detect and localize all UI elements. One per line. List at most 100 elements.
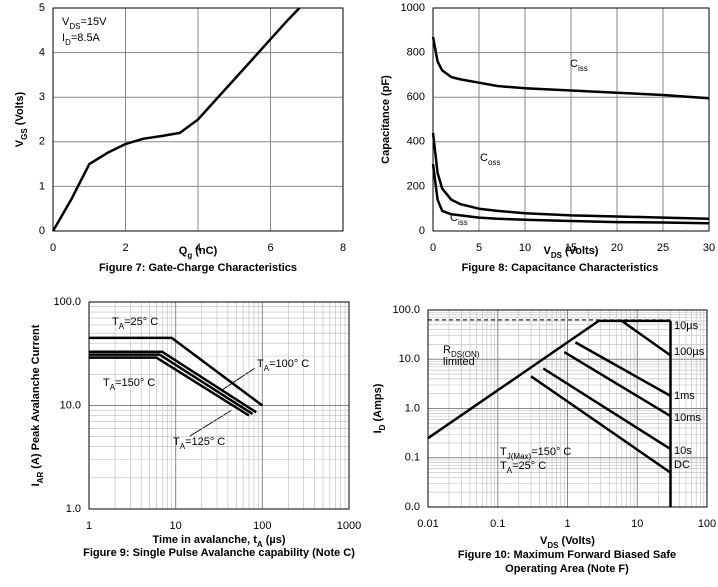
annotation-part: =15V — [80, 16, 107, 28]
y-tick-label: 100.0 — [392, 304, 420, 316]
x-axis-label: Qg (nC) — [179, 245, 218, 260]
series-label: TA=150° C — [103, 377, 155, 392]
y-tick-label: 1000 — [401, 2, 425, 14]
series-label: Ciss — [450, 212, 468, 227]
chart-title: Figure 9: Single Pulse Avalanche capabil… — [83, 547, 355, 559]
x-tick-label: 1 — [86, 520, 92, 532]
series-label: Coss — [480, 152, 500, 167]
pointer — [189, 409, 233, 437]
series-label-part: A — [110, 383, 116, 392]
y-tick-label: 10.0 — [399, 353, 420, 365]
x-tick-label: 10 — [631, 518, 643, 530]
series-line — [621, 319, 672, 357]
x-tick-label: 15 — [565, 242, 577, 254]
annotation: limited — [443, 356, 475, 368]
series-label-part: A — [119, 322, 125, 331]
series-line — [542, 367, 672, 451]
series-label-part: =150° C — [115, 377, 155, 389]
y-axis-label-part: AR — [36, 472, 45, 484]
x-axis-label-part: (µs) — [263, 534, 286, 546]
annotation-part: I — [62, 32, 65, 44]
series-line — [530, 375, 672, 474]
series-line — [89, 350, 257, 414]
series-label: Ciss — [570, 58, 588, 73]
series-label: 10s — [674, 445, 692, 457]
y-tick-label: 200 — [407, 180, 425, 192]
series-label-part: A — [264, 364, 270, 373]
x-tick-label: 1000 — [337, 520, 361, 532]
series-label-part: C — [450, 212, 458, 224]
y-axis-label: VGS (Volts) — [14, 91, 29, 147]
plot-frame — [427, 309, 708, 508]
series-label-part: =25° C — [124, 316, 158, 328]
annotation-part: =150° C — [531, 446, 571, 458]
chart-title: Figure 8: Capacitance Characteristics — [462, 262, 659, 274]
x-tick-label: 25 — [657, 242, 669, 254]
x-axis-label-part: Q — [179, 245, 188, 257]
y-tick-label: 100.0 — [53, 296, 81, 308]
y-tick-label: 5 — [39, 2, 45, 14]
plot-frame — [432, 7, 710, 232]
y-axis-label-part: V — [14, 139, 26, 147]
y-tick-label: 2 — [39, 136, 45, 148]
x-tick-label: 10 — [519, 242, 531, 254]
y-axis-label-part: I — [30, 483, 42, 486]
x-tick-label: 20 — [611, 242, 623, 254]
series-line — [563, 351, 672, 418]
x-tick-label: 1 — [564, 518, 570, 530]
y-axis-label-part: D — [378, 424, 387, 430]
y-axis-label: ID (Amps) — [372, 383, 387, 433]
series-label-part: iss — [458, 218, 468, 227]
x-tick-label: 5 — [476, 242, 482, 254]
x-axis-label-part: (nC) — [192, 245, 217, 257]
x-tick-label: 0 — [430, 242, 436, 254]
annotation-part: T — [500, 446, 507, 458]
x-tick-label: 2 — [122, 242, 128, 254]
series-label-part: =125° C — [185, 436, 225, 448]
series-label: TA=100° C — [257, 358, 309, 373]
x-axis-label-part: (Volts) — [559, 535, 596, 547]
x-axis-label: VDS (Volts) — [540, 535, 595, 550]
y-tick-label: 3 — [39, 91, 45, 103]
y-tick-label: 600 — [407, 91, 425, 103]
series-label-part: oss — [488, 158, 500, 167]
y-tick-label: 0 — [419, 225, 425, 237]
y-tick-label: 400 — [407, 136, 425, 148]
y-tick-label: 4 — [39, 47, 45, 59]
series-label: TA=125° C — [173, 436, 225, 451]
y-tick-label: 0.1 — [405, 452, 420, 464]
series-label: DC — [674, 459, 690, 471]
annotation-part: D — [65, 38, 71, 47]
y-tick-label: 1 — [39, 180, 45, 192]
annotation: TJ(Max)=150° C — [500, 446, 571, 461]
x-tick-label: 10 — [170, 520, 182, 532]
annotation-part: =8.5A — [71, 32, 101, 44]
chart-title: Operating Area (Note F) — [505, 563, 629, 575]
y-axis-label: IAR (A) Peak Avalanche Current — [30, 324, 45, 486]
annotation-part: A — [507, 466, 513, 475]
series-line — [89, 353, 254, 415]
series-label-part: =100° C — [269, 358, 309, 370]
y-axis-label-part: GS — [20, 128, 29, 140]
y-tick-label: 1.0 — [405, 402, 420, 414]
x-tick-label: 30 — [703, 242, 715, 254]
series-line — [431, 132, 710, 220]
series-label-part: T — [257, 358, 264, 370]
series-label: 100µs — [674, 346, 705, 358]
x-tick-label: 0 — [50, 242, 56, 254]
series-label-part: T — [173, 436, 180, 448]
y-axis-label-part: I — [372, 430, 384, 433]
x-tick-label: 100 — [253, 520, 271, 532]
series-label-part: C — [480, 152, 488, 164]
y-tick-label: 0.0 — [405, 501, 420, 513]
annotation-part: DS(ON) — [451, 350, 480, 359]
x-axis-label-part: (Volts) — [562, 245, 599, 257]
x-tick-label: 4 — [195, 242, 201, 254]
series-label: 10ms — [674, 412, 701, 424]
annotation-part: J(Max) — [507, 452, 532, 461]
series-label: TA=25° C — [112, 316, 158, 331]
series-label-part: iss — [578, 64, 588, 73]
y-tick-label: 800 — [407, 47, 425, 59]
annotation-part: DS — [69, 22, 80, 31]
